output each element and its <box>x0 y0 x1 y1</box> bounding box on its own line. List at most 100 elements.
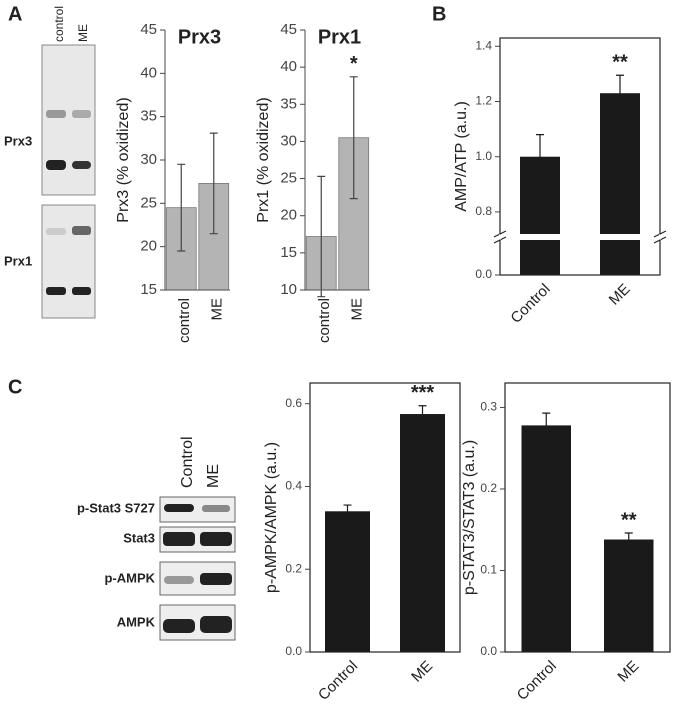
blot-a <box>41 44 96 319</box>
y-tick-label: 15 <box>280 244 297 261</box>
error-bar <box>418 405 427 423</box>
y-tick-label: 0.3 <box>480 400 497 414</box>
band <box>72 226 91 235</box>
row-label: p-AMPK <box>104 570 155 585</box>
error-bar <box>542 412 551 439</box>
x-tick-label: Control <box>514 658 560 704</box>
axis-break <box>501 234 659 240</box>
chart-title: Prx1 <box>318 26 361 48</box>
y-tick-label: 0.4 <box>285 479 302 493</box>
x-tick-label: control <box>176 298 193 343</box>
y-tick-label: 40 <box>140 64 157 81</box>
y-tick-label: 0.8 <box>475 204 492 218</box>
y-tick-label: 30 <box>140 151 157 168</box>
error-bar <box>349 76 358 200</box>
axis-break <box>659 234 661 240</box>
error-bar <box>624 532 633 547</box>
y-tick-label: 1.4 <box>475 38 492 52</box>
row-label: p-Stat3 S727 <box>77 500 155 515</box>
error-bar <box>177 163 186 252</box>
panel-label: A <box>8 3 22 25</box>
error-bar <box>317 175 326 298</box>
band <box>163 532 195 546</box>
y-tick-label: 40 <box>280 58 297 75</box>
row-label: Prx1 <box>4 253 32 268</box>
annotation: *** <box>411 382 435 404</box>
error-bar <box>536 134 544 180</box>
y-tick-label: 0.2 <box>480 481 497 495</box>
y-tick-label: 20 <box>140 238 157 255</box>
y-tick-label: 0.0 <box>285 644 302 658</box>
lane-label: ME <box>205 464 222 488</box>
y-axis-label: p-STAT3/STAT3 (a.u.) <box>461 440 478 595</box>
error-bar <box>616 74 624 112</box>
lane-label: ME <box>76 24 90 42</box>
y-tick-label: 0.0 <box>480 644 497 658</box>
panel-label: B <box>432 3 446 25</box>
annotation: * <box>350 53 358 75</box>
band <box>72 110 91 118</box>
annotation: ** <box>621 509 637 531</box>
y-tick-label: 0.1 <box>480 563 497 577</box>
axis-break <box>499 234 501 240</box>
lane-label: control <box>52 6 66 42</box>
band <box>163 619 195 633</box>
blot-c <box>159 496 236 641</box>
lane-label: Control <box>179 436 196 488</box>
x-tick-label: control <box>316 298 333 343</box>
annotation: ** <box>612 52 628 74</box>
y-tick-label: 45 <box>280 21 297 38</box>
plot-frame <box>309 382 461 653</box>
y-axis-label: p-AMPK/AMPK (a.u.) <box>263 442 280 593</box>
y-axis-label: Prx1 (% oxidized) <box>255 97 272 222</box>
y-tick-label: 0.2 <box>285 561 302 575</box>
y-tick-label: 45 <box>140 21 157 38</box>
band <box>46 110 66 118</box>
band <box>72 287 91 295</box>
band <box>164 576 194 584</box>
band <box>200 573 232 585</box>
band <box>202 505 230 512</box>
y-tick-label: 35 <box>280 95 297 112</box>
y-tick-label: 1.2 <box>475 94 492 108</box>
band <box>164 504 194 512</box>
y-tick-label: 20 <box>280 207 297 224</box>
x-tick-label: ME <box>209 298 226 321</box>
bar <box>325 511 370 652</box>
y-tick-label: 35 <box>140 108 157 125</box>
bar <box>400 414 445 652</box>
chart-title: Prx3 <box>178 26 221 48</box>
error-bar <box>343 504 352 519</box>
band <box>46 228 66 235</box>
y-tick-label: 0.6 <box>285 396 302 410</box>
bar <box>604 539 654 652</box>
y-tick-label: 30 <box>280 132 297 149</box>
blot <box>41 44 96 196</box>
x-tick-label: ME <box>614 658 642 686</box>
band <box>200 616 232 633</box>
error-bar <box>209 132 218 235</box>
bar <box>600 93 640 275</box>
panel-label: C <box>8 376 22 398</box>
band <box>72 161 91 169</box>
band <box>200 532 232 546</box>
row-label: Stat3 <box>123 530 155 545</box>
blot <box>41 204 96 319</box>
bar <box>521 425 571 652</box>
y-tick-label: 0.0 <box>475 267 492 281</box>
row-label: AMPK <box>117 614 156 629</box>
y-axis-label: AMP/ATP (a.u.) <box>453 101 470 212</box>
band <box>46 160 66 170</box>
x-tick-label: ME <box>349 298 366 321</box>
y-tick-label: 15 <box>140 281 157 298</box>
y-axis-label: Prx3 (% oxidized) <box>115 97 132 222</box>
x-tick-label: Control <box>315 658 361 704</box>
y-tick-label: 25 <box>280 170 297 187</box>
y-tick-label: 10 <box>280 281 297 298</box>
plot-frame <box>504 382 671 653</box>
y-tick-label: 1.0 <box>475 149 492 163</box>
x-tick-label: ME <box>606 281 634 309</box>
y-tick-label: 25 <box>140 194 157 211</box>
x-tick-label: ME <box>408 658 436 686</box>
